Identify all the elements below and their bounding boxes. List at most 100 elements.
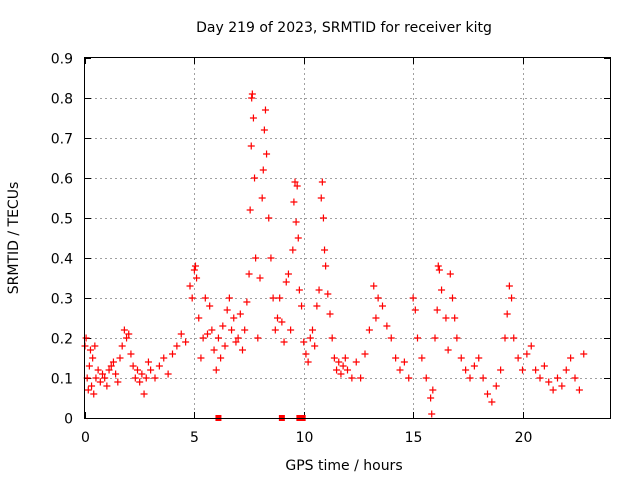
data-point: [315, 286, 323, 294]
data-point: [90, 390, 98, 398]
plot-frame: [84, 57, 611, 419]
data-point: [580, 350, 588, 358]
data-point: [265, 214, 273, 222]
data-point: [131, 374, 139, 382]
data-point: [223, 306, 231, 314]
data-point: [210, 346, 218, 354]
data-point: [274, 314, 281, 322]
data-point: [105, 366, 113, 374]
data-point: [94, 366, 102, 374]
data-point: [127, 350, 135, 358]
data-point: [118, 342, 126, 350]
data-point: [527, 342, 535, 350]
data-point: [217, 354, 225, 362]
data-point: [409, 294, 417, 302]
data-point: [431, 334, 439, 342]
data-point: [309, 326, 316, 334]
data-point: [82, 334, 90, 342]
data-point: [186, 282, 194, 290]
data-point: [252, 254, 260, 262]
data-point: [144, 358, 152, 366]
data-point: [136, 378, 144, 386]
data-point: [446, 270, 454, 278]
data-point: [361, 350, 369, 358]
data-point: [567, 354, 575, 362]
data-point: [214, 334, 222, 342]
y-tick-label: 0.9: [51, 52, 73, 68]
data-point: [232, 338, 240, 346]
data-point: [107, 362, 115, 370]
data-point: [335, 358, 343, 366]
data-point: [479, 374, 487, 382]
data-point: [109, 358, 117, 366]
data-point: [212, 366, 220, 374]
data-point: [396, 366, 404, 374]
data-point: [418, 354, 426, 362]
data-point: [188, 294, 196, 302]
data-point: [142, 374, 150, 382]
data-point: [536, 374, 544, 382]
data-point: [271, 326, 279, 334]
data-point: [405, 374, 413, 382]
data-point: [269, 294, 277, 302]
data-point: [505, 282, 513, 290]
data-point: [85, 362, 93, 370]
data-point: [112, 370, 120, 378]
data-point: [313, 302, 321, 310]
data-point: [444, 346, 452, 354]
data-point: [319, 214, 327, 222]
data-point: [204, 330, 211, 338]
data-point: [337, 370, 345, 378]
data-point: [91, 342, 99, 350]
data-point: [503, 310, 511, 318]
data-point: [260, 126, 268, 134]
y-tick-label: 0.7: [51, 132, 73, 148]
data-point: [451, 314, 459, 322]
data-point: [341, 354, 349, 362]
data-point: [298, 302, 306, 310]
data-point: [254, 334, 262, 342]
data-point: [195, 314, 203, 322]
data-point: [292, 218, 300, 226]
data-point: [488, 398, 496, 406]
x-tick-label: 5: [190, 430, 199, 446]
x-axis-label: GPS time / hours: [285, 458, 402, 474]
data-point: [249, 114, 257, 122]
data-point: [88, 382, 96, 390]
data-point: [164, 370, 172, 378]
y-tick-label: 0.4: [51, 252, 73, 268]
data-point: [562, 366, 570, 374]
data-point: [523, 350, 531, 358]
data-point: [501, 334, 509, 342]
data-point: [96, 378, 104, 386]
data-point: [492, 382, 500, 390]
data-point: [246, 206, 254, 214]
data-point: [435, 266, 443, 274]
data-point: [575, 386, 583, 394]
data-point: [147, 366, 155, 374]
data-point: [554, 374, 561, 382]
data-point: [173, 342, 181, 350]
data-point: [357, 374, 365, 382]
data-point: [191, 262, 199, 270]
x-tick-label: 15: [405, 430, 423, 446]
data-point: [256, 274, 264, 282]
data-point: [230, 314, 238, 322]
data-point: [225, 294, 233, 302]
data-point: [333, 366, 341, 374]
data-point: [318, 178, 326, 186]
data-point: [449, 294, 456, 302]
data-point: [245, 270, 253, 278]
data-point: [414, 334, 421, 342]
data-point: [239, 346, 246, 354]
data-point: [372, 314, 380, 322]
data-point: [290, 198, 298, 206]
data-point: [280, 338, 288, 346]
data-point: [251, 174, 259, 182]
data-point: [287, 326, 295, 334]
data-point: [241, 326, 249, 334]
data-point: [221, 342, 229, 350]
data-point: [193, 274, 201, 282]
data-point: [89, 354, 97, 362]
data-point: [206, 302, 214, 310]
